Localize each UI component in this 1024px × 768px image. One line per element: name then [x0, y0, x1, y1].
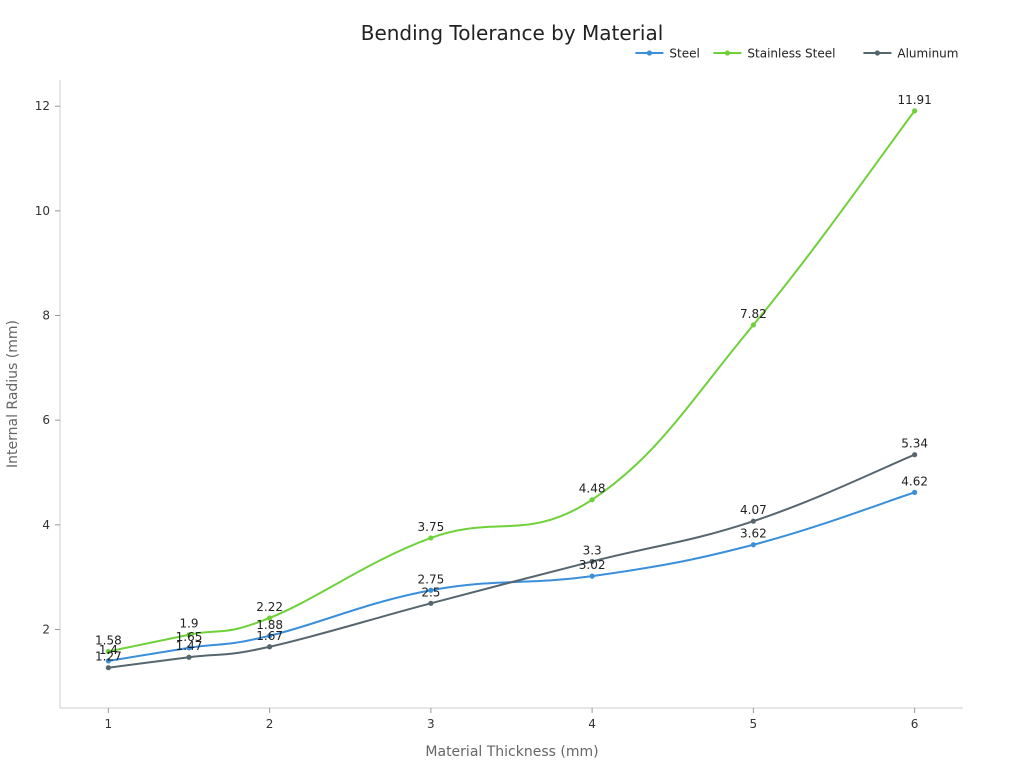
x-tick-label: 5 — [750, 717, 758, 731]
x-tick-label: 6 — [911, 717, 919, 731]
data-label-stainless-steel: 2.22 — [256, 600, 283, 614]
data-label-stainless-steel: 7.82 — [740, 307, 767, 321]
legend-swatch-marker — [874, 50, 881, 56]
data-labels: 1.4 1.65 1.88 2.75 3.02 3.62 4.62 1.58 1.9 2.22 3.… — [95, 93, 932, 664]
legend-label: Aluminum — [897, 47, 958, 61]
legend-item-stainless-steel[interactable]: Stainless Steel — [713, 47, 835, 61]
y-axis-title: Internal Radius (mm) — [5, 320, 21, 468]
data-label-aluminum: 2.5 — [421, 585, 440, 599]
data-point-aluminum — [750, 518, 756, 524]
x-tick-label: 3 — [427, 717, 435, 731]
legend-item-aluminum[interactable]: Aluminum — [863, 47, 958, 61]
data-label-aluminum: 5.34 — [901, 437, 928, 451]
data-label-steel: 1.65 — [176, 630, 203, 644]
data-point-stainless-steel — [267, 615, 273, 621]
x-tick-label: 2 — [266, 717, 274, 731]
data-point-steel — [186, 645, 192, 651]
data-label-steel: 3.02 — [579, 558, 606, 572]
data-point-stainless-steel — [589, 497, 595, 503]
data-label-stainless-steel: 1.58 — [95, 633, 122, 647]
y-tick-label: 10 — [35, 204, 50, 218]
data-label-steel: 1.4 — [99, 643, 118, 657]
data-point-stainless-steel — [428, 535, 434, 541]
y-tick-label: 8 — [42, 309, 50, 323]
data-point-steel — [750, 542, 756, 548]
data-point-aluminum — [912, 452, 918, 458]
y-tick-label: 4 — [42, 518, 50, 532]
legend-swatch-marker — [646, 50, 653, 56]
data-label-aluminum: 1.67 — [256, 629, 283, 643]
series-line-aluminum — [108, 453, 916, 669]
data-point-stainless-steel — [750, 322, 756, 328]
legend-label: Stainless Steel — [747, 47, 835, 61]
legend-item-steel[interactable]: Steel — [635, 47, 700, 61]
data-label-aluminum: 1.27 — [95, 650, 122, 664]
data-label-aluminum: 1.47 — [176, 639, 203, 653]
data-label-steel: 4.62 — [901, 474, 928, 488]
data-point-steel — [589, 573, 595, 579]
x-axis-title: Material Thickness (mm) — [425, 744, 598, 760]
legend: Steel Stainless Steel Aluminum — [635, 47, 958, 61]
data-label-aluminum: 4.07 — [740, 503, 767, 517]
data-point-aluminum — [105, 665, 111, 671]
series-line-steel — [108, 491, 915, 662]
data-point-stainless-steel — [186, 632, 192, 638]
data-point-stainless-steel — [912, 108, 918, 114]
data-label-stainless-steel: 4.48 — [579, 482, 606, 496]
data-point-steel — [105, 658, 111, 664]
data-point-steel — [912, 489, 918, 495]
data-label-stainless-steel: 11.91 — [897, 93, 931, 107]
legend-swatch-marker — [724, 50, 731, 56]
data-point-aluminum — [589, 558, 595, 565]
data-point-aluminum — [186, 654, 192, 660]
chart-title: Bending Tolerance by Material — [361, 21, 664, 45]
y-tick-label: 6 — [42, 413, 50, 427]
x-tick-label: 4 — [588, 717, 596, 731]
data-point-stainless-steel — [105, 648, 111, 655]
data-label-stainless-steel: 1.9 — [179, 617, 198, 631]
data-point-steel — [428, 587, 434, 593]
x-axis-ticks: 1 2 3 4 5 6 — [105, 708, 919, 731]
y-axis-ticks: 2 4 6 8 10 12 — [35, 99, 60, 637]
data-point-steel — [267, 633, 273, 639]
x-tick-label: 1 — [105, 717, 113, 731]
data-label-steel: 2.75 — [418, 572, 445, 586]
data-label-stainless-steel: 3.75 — [418, 520, 445, 534]
y-tick-label: 2 — [42, 623, 50, 637]
legend-label: Steel — [669, 47, 699, 61]
data-label-aluminum: 3.3 — [583, 543, 602, 557]
series-line-stainless-steel — [108, 110, 916, 653]
data-point-aluminum — [428, 600, 434, 606]
data-point-aluminum — [267, 644, 273, 650]
data-label-steel: 1.88 — [256, 618, 283, 632]
series-layer — [105, 108, 918, 671]
data-label-steel: 3.62 — [740, 527, 767, 541]
y-tick-label: 12 — [35, 99, 50, 113]
